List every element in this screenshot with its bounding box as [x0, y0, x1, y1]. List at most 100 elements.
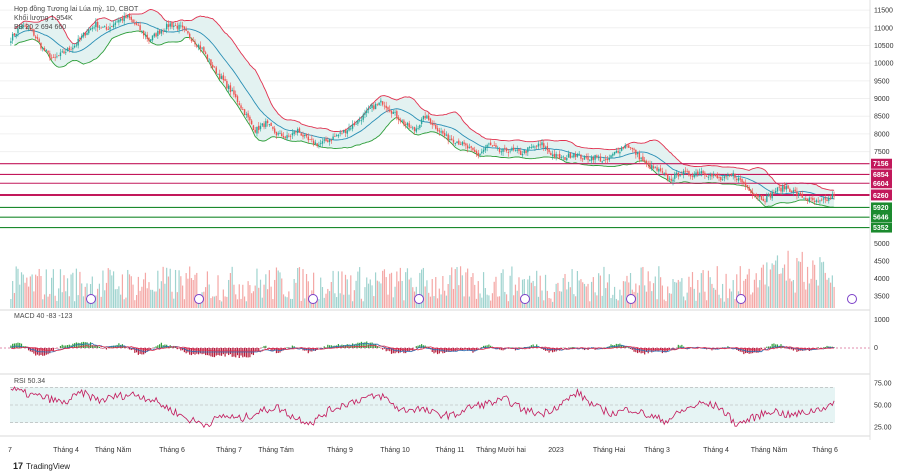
candle-body: [178, 24, 180, 30]
macd-histogram-bar: [743, 348, 745, 355]
macd-histogram-bar: [355, 343, 357, 348]
volume-bar: [560, 291, 563, 308]
candle-body: [805, 198, 807, 200]
event-marker-icon[interactable]: [736, 294, 746, 304]
volume-bar: [775, 260, 777, 308]
volume-bar: [780, 273, 782, 308]
candle-body: [171, 22, 173, 27]
volume-bar: [153, 291, 155, 308]
volume-bar: [467, 268, 469, 308]
price-tick-label: 9500: [874, 78, 890, 85]
event-marker-icon[interactable]: [626, 294, 636, 304]
candle-body: [697, 171, 699, 175]
candle-body: [73, 45, 76, 48]
macd-histogram-bar: [803, 348, 805, 351]
candle-body: [566, 157, 568, 161]
volume-bar: [56, 300, 58, 308]
price-level-badge[interactable]: [871, 212, 892, 223]
macd-histogram-bar: [111, 345, 113, 348]
volume-bar: [341, 271, 343, 308]
candle-body: [436, 128, 439, 131]
candle-body: [17, 28, 19, 34]
volume-bar: [313, 272, 315, 308]
macd-histogram-bar: [272, 348, 274, 352]
candle-body: [815, 200, 818, 202]
price-level-label: 5352: [873, 225, 889, 232]
volume-bar: [305, 273, 308, 308]
macd-histogram-bar: [351, 343, 354, 348]
event-marker-icon[interactable]: [308, 294, 318, 304]
event-marker-icon[interactable]: [847, 294, 857, 304]
macd-histogram-bar: [144, 348, 147, 354]
candle-body: [695, 172, 697, 175]
candle-body: [316, 143, 318, 146]
volume-bar: [826, 279, 828, 308]
candle-body: [296, 129, 299, 134]
candle-body: [50, 57, 53, 59]
candle-body: [284, 136, 286, 138]
candle-body: [564, 157, 566, 160]
volume-bar: [452, 288, 455, 308]
macd-histogram-bar: [514, 348, 517, 351]
event-marker-icon[interactable]: [520, 294, 530, 304]
candle-body: [663, 173, 665, 174]
candle-body: [215, 67, 217, 74]
volume-bar: [187, 278, 189, 308]
candle-body: [622, 147, 625, 149]
volume-bar: [776, 255, 779, 308]
volume-bar: [51, 277, 53, 308]
volume-bar: [564, 273, 566, 308]
volume-bar: [403, 300, 405, 308]
volume-bar: [759, 280, 761, 308]
candle-body: [633, 148, 635, 150]
candle-body: [358, 119, 361, 121]
candle-body: [502, 148, 504, 152]
price-level-badge[interactable]: [871, 190, 892, 201]
candle-body: [263, 123, 265, 128]
candle-body: [700, 171, 703, 174]
volume-bar: [36, 276, 39, 308]
volume-bar: [355, 280, 357, 308]
tradingview-logo[interactable]: 17 TradingView: [13, 461, 70, 471]
volume-bar: [29, 276, 31, 308]
candle-body: [164, 30, 166, 31]
macd-histogram-bar: [467, 348, 469, 351]
volume-bar: [463, 296, 465, 308]
candle-body: [674, 173, 676, 179]
volume-bar: [465, 272, 467, 308]
candle-body: [821, 199, 823, 201]
volume-bar: [590, 281, 593, 308]
candle-body: [150, 39, 152, 42]
price-level-badge[interactable]: [871, 158, 892, 169]
volume-bar: [661, 285, 663, 308]
volume-bar: [647, 271, 649, 308]
volume-bar: [497, 296, 499, 308]
macd-histogram-bar: [362, 342, 364, 348]
candle-body: [258, 125, 260, 131]
candle-body: [84, 33, 86, 36]
volume-bar: [739, 266, 741, 308]
event-marker-icon[interactable]: [86, 294, 96, 304]
candle-body: [93, 27, 95, 29]
macd-histogram-bar: [651, 348, 653, 353]
macd-histogram-bar: [822, 347, 825, 348]
candle-body: [612, 153, 614, 156]
candle-body: [537, 143, 540, 147]
volume-bar: [663, 299, 665, 308]
price-level-badge[interactable]: [871, 178, 892, 189]
price-level-badge[interactable]: [871, 169, 892, 180]
price-level-badge[interactable]: [871, 222, 892, 233]
volume-bar: [272, 299, 274, 308]
volume-bar: [111, 275, 113, 308]
volume-bar: [116, 289, 118, 308]
candle-body: [188, 33, 191, 38]
event-marker-icon[interactable]: [414, 294, 424, 304]
event-marker-icon[interactable]: [194, 294, 204, 304]
macd-histogram-bar: [447, 348, 449, 352]
macd-histogram-bar: [769, 346, 771, 348]
volume-bar: [513, 295, 515, 308]
volume-bar: [436, 298, 439, 308]
price-level-badge[interactable]: [871, 202, 892, 213]
volume-bar: [667, 286, 669, 308]
